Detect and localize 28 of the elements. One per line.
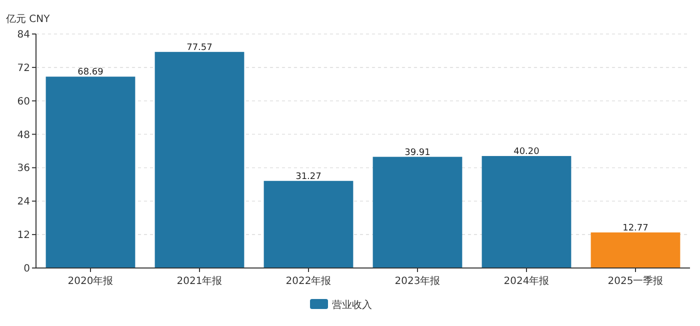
x-tick-label: 2023年报 bbox=[394, 275, 440, 287]
x-tick-label: 2025一季报 bbox=[608, 275, 664, 287]
y-axis-title: 亿元 CNY bbox=[5, 14, 51, 25]
y-tick-label: 36 bbox=[17, 163, 30, 174]
y-tick-label: 72 bbox=[17, 62, 30, 74]
y-tick-label: 24 bbox=[17, 196, 30, 208]
bar bbox=[482, 156, 572, 268]
x-tick-label: 2020年报 bbox=[68, 275, 114, 287]
y-tick-label: 0 bbox=[24, 264, 30, 274]
x-tick-label: 2024年报 bbox=[504, 275, 550, 287]
y-tick-label: 48 bbox=[17, 130, 30, 141]
bar bbox=[154, 52, 244, 268]
data-label: 68.69 bbox=[78, 68, 104, 78]
data-label: 31.27 bbox=[296, 172, 322, 182]
data-label: 12.77 bbox=[622, 223, 648, 234]
x-tick-label: 2022年报 bbox=[286, 275, 332, 287]
bar bbox=[372, 156, 462, 268]
bar bbox=[264, 180, 354, 268]
legend-label: 营业收入 bbox=[332, 299, 372, 311]
x-tick-label: 2021年报 bbox=[176, 275, 222, 287]
data-label: 39.91 bbox=[404, 148, 430, 158]
data-label: 40.20 bbox=[514, 147, 540, 158]
y-tick-label: 84 bbox=[17, 30, 30, 40]
bar bbox=[46, 76, 136, 268]
y-tick-label: 60 bbox=[17, 96, 30, 108]
bar bbox=[590, 232, 680, 268]
y-tick-label: 12 bbox=[17, 230, 30, 242]
data-label: 77.57 bbox=[186, 42, 212, 53]
